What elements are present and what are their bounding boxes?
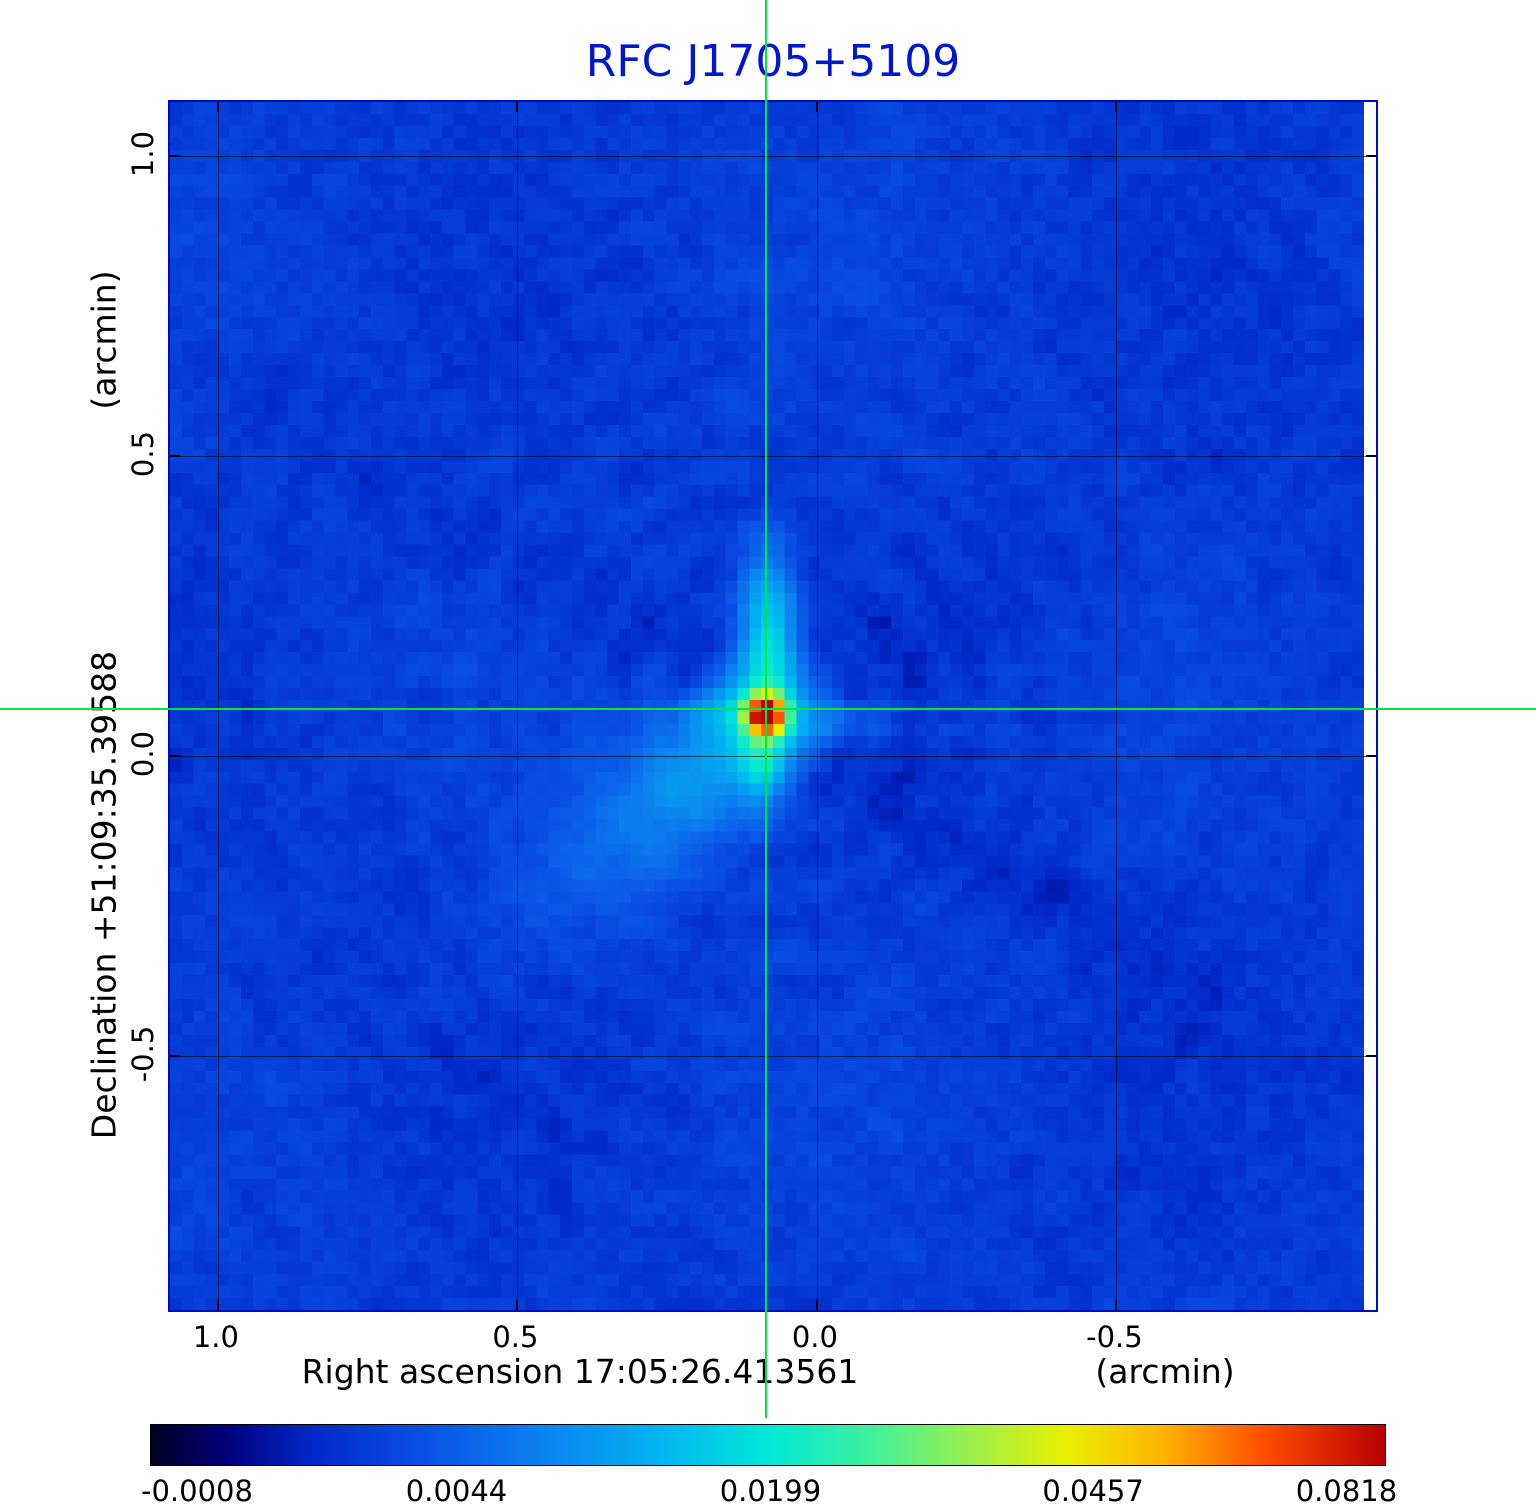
grid-line-horizontal — [170, 156, 1376, 157]
axis-tick — [170, 755, 180, 757]
x-axis-unit: (arcmin) — [1095, 1352, 1235, 1391]
grid-line-vertical — [517, 102, 519, 1310]
y-axis-label: Declination +51:09:35.39588 — [84, 650, 124, 1140]
figure-title: RFC J1705+5109 — [585, 36, 961, 87]
axis-tick — [216, 1300, 219, 1310]
axis-tick — [170, 1055, 180, 1057]
plot-frame — [168, 100, 1378, 1312]
x-tick-label: 0.0 — [791, 1320, 838, 1354]
y-tick-label: 1.0 — [126, 130, 160, 178]
grid-line-vertical — [1116, 102, 1118, 1310]
y-tick-label: 0.5 — [126, 430, 160, 478]
grid-line-horizontal — [170, 456, 1376, 457]
intensity-map-canvas — [170, 102, 1364, 1310]
colorbar-tick-label: 0.0818 — [1295, 1474, 1398, 1508]
axis-tick — [1366, 455, 1376, 457]
colorbar — [150, 1424, 1386, 1466]
y-tick-label: -0.5 — [126, 1025, 160, 1083]
axis-tick — [1366, 155, 1376, 157]
grid-line-horizontal — [170, 756, 1376, 757]
y-axis-unit: (arcmin) — [84, 270, 124, 410]
axis-tick — [1366, 1055, 1376, 1057]
crosshair-horizontal-line — [0, 708, 1536, 710]
axis-tick — [170, 155, 180, 157]
x-tick-label: 1.0 — [192, 1320, 239, 1354]
axis-tick — [216, 102, 219, 112]
colorbar-tick-label: 0.0199 — [719, 1474, 822, 1508]
x-tick-label: 0.5 — [492, 1320, 539, 1354]
axis-tick — [815, 1300, 818, 1310]
x-axis-label: Right ascension 17:05:26.413561 — [301, 1352, 859, 1391]
y-tick-label: 0.0 — [126, 730, 160, 778]
colorbar-tick-label: 0.0044 — [405, 1474, 508, 1508]
colorbar-tick-label: 0.0457 — [1042, 1474, 1144, 1508]
axis-tick — [1115, 1300, 1118, 1310]
grid-line-vertical — [816, 102, 818, 1310]
axis-tick — [170, 455, 180, 457]
axis-tick — [1115, 102, 1118, 112]
axis-tick — [815, 102, 818, 112]
axis-tick — [516, 102, 519, 112]
grid-line-horizontal — [170, 1056, 1376, 1057]
x-tick-label: -0.5 — [1086, 1320, 1143, 1354]
axis-tick — [516, 1300, 519, 1310]
colorbar-tick-label: -0.0008 — [140, 1474, 253, 1508]
grid-line-vertical — [217, 102, 219, 1310]
axis-tick — [1366, 755, 1376, 757]
